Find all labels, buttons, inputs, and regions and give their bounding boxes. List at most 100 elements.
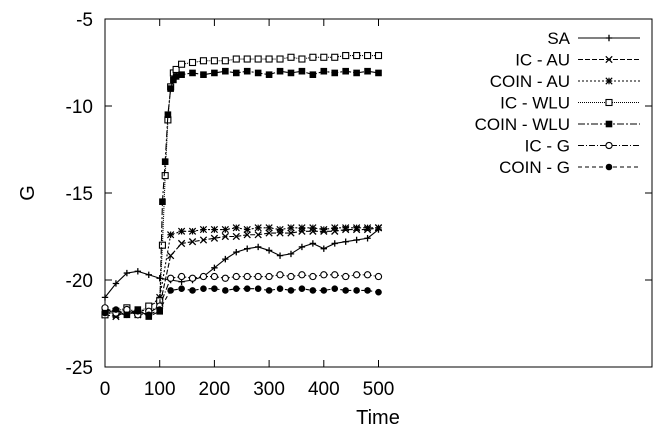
data-point xyxy=(211,264,218,272)
data-point xyxy=(222,255,229,263)
data-point xyxy=(222,287,229,294)
data-point xyxy=(364,235,371,242)
data-point xyxy=(320,287,328,294)
data-point xyxy=(363,224,372,232)
x-tick-label: 100 xyxy=(144,379,176,400)
data-point xyxy=(287,229,295,237)
y-tick-label: -20 xyxy=(66,271,93,292)
data-point xyxy=(254,224,262,232)
legend-item: SA xyxy=(547,29,640,48)
data-point xyxy=(188,238,197,246)
data-point xyxy=(352,271,361,279)
data-point xyxy=(298,55,306,63)
data-point xyxy=(331,240,338,247)
data-point xyxy=(254,272,262,281)
data-point xyxy=(243,225,251,234)
data-point xyxy=(188,227,197,235)
data-point xyxy=(232,224,240,232)
data-point xyxy=(210,57,218,65)
data-point xyxy=(221,225,229,234)
data-point xyxy=(189,69,196,77)
data-point xyxy=(243,272,251,281)
data-point xyxy=(178,71,185,78)
data-point xyxy=(156,275,163,282)
data-point xyxy=(189,287,196,294)
data-point xyxy=(178,285,185,293)
data-point xyxy=(159,198,166,205)
data-point xyxy=(199,57,208,65)
data-point xyxy=(605,55,613,64)
data-point xyxy=(265,71,273,78)
data-point xyxy=(177,227,186,235)
data-point xyxy=(254,243,262,251)
data-point xyxy=(331,69,339,77)
data-point xyxy=(167,231,175,239)
data-point xyxy=(166,251,175,260)
data-point xyxy=(265,272,273,281)
data-point xyxy=(243,55,251,63)
data-point xyxy=(320,225,328,234)
series-line xyxy=(104,70,379,318)
data-point xyxy=(200,71,207,78)
data-point xyxy=(172,73,180,80)
data-point xyxy=(123,311,131,319)
data-point xyxy=(166,274,175,282)
data-point xyxy=(134,268,142,275)
y-axis-label: G xyxy=(17,185,39,201)
data-point xyxy=(211,285,218,293)
data-point xyxy=(243,231,251,239)
legend-label: COIN - G xyxy=(499,158,570,177)
data-point xyxy=(287,224,295,232)
data-point xyxy=(233,248,240,256)
series-plus xyxy=(101,226,382,301)
legend-label: IC - G xyxy=(525,137,570,156)
data-point xyxy=(199,272,208,281)
y-tick-label: -25 xyxy=(66,358,93,379)
data-point xyxy=(188,58,197,67)
data-point xyxy=(605,77,613,85)
data-point xyxy=(254,69,262,77)
data-point xyxy=(112,306,120,313)
data-point xyxy=(276,67,284,75)
data-point xyxy=(287,250,295,258)
data-point xyxy=(232,55,240,63)
series-cross xyxy=(101,224,383,321)
legend-label: COIN - WLU xyxy=(475,115,570,134)
data-point xyxy=(210,234,219,242)
data-point xyxy=(374,272,383,281)
data-point xyxy=(342,224,350,232)
data-point xyxy=(232,232,240,241)
data-point xyxy=(298,67,306,75)
data-point xyxy=(320,271,328,279)
data-point xyxy=(221,274,229,282)
data-point xyxy=(172,65,180,74)
data-point xyxy=(309,287,317,294)
data-point xyxy=(254,285,262,293)
legend-item: COIN - G xyxy=(499,158,640,177)
series-circle-open xyxy=(101,271,383,319)
legend-item: IC - G xyxy=(525,137,640,156)
data-point xyxy=(375,69,382,77)
legend-label: IC - WLU xyxy=(500,94,570,113)
data-point xyxy=(320,67,328,75)
data-point xyxy=(309,71,317,78)
data-point xyxy=(605,141,613,150)
axis-ticks: 0 100 200 300 400 500 -25 -20 -15 -10 -5 xyxy=(66,10,652,400)
data-point xyxy=(188,274,197,282)
data-point xyxy=(244,245,251,252)
series-square-open xyxy=(101,51,383,319)
legend-item: IC - WLU xyxy=(500,94,640,113)
data-point xyxy=(265,224,273,232)
data-point xyxy=(298,271,306,279)
data-point xyxy=(309,53,317,61)
data-point xyxy=(287,272,295,281)
data-point xyxy=(156,306,163,313)
data-point xyxy=(363,271,372,279)
data-point xyxy=(211,69,218,77)
data-point xyxy=(232,272,240,281)
data-point xyxy=(342,238,349,245)
data-point xyxy=(309,240,317,247)
data-point xyxy=(164,111,172,118)
data-point xyxy=(199,236,208,244)
data-point xyxy=(265,55,273,63)
